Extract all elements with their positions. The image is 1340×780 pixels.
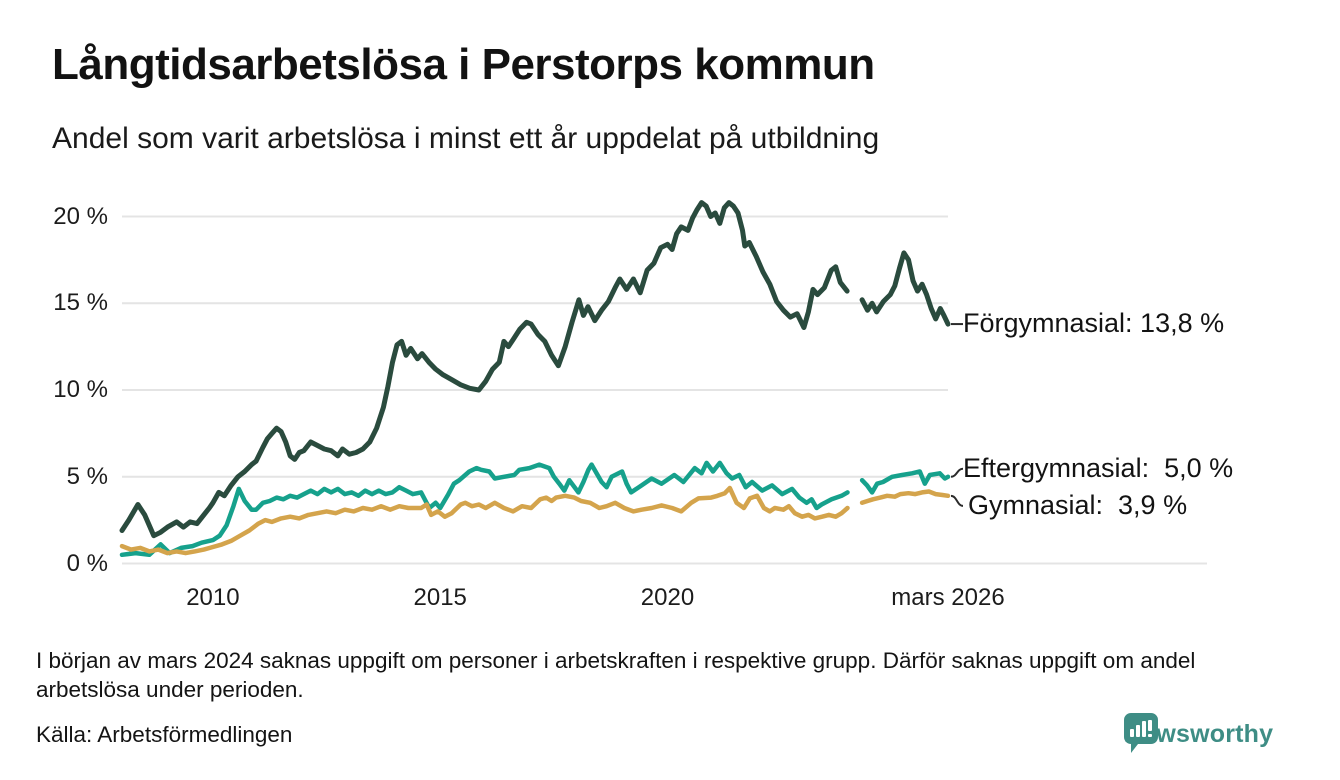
annotation-connector-gymnasial bbox=[950, 494, 964, 507]
source-text: Källa: Arbetsförmedlingen bbox=[36, 722, 293, 747]
x-axis-label-2015: 2015 bbox=[413, 584, 467, 611]
page-title: Långtidsarbetslösa i Perstorps kommun bbox=[52, 40, 875, 89]
annotation-connector-eftergymnasial bbox=[950, 467, 964, 478]
x-axis-label-mars-2026: mars 2026 bbox=[891, 584, 1005, 611]
x-axis-label-2020: 2020 bbox=[640, 584, 695, 611]
series-end-label-eftergymnasial: Eftergymnasial: 5,0 % bbox=[963, 452, 1234, 483]
y-axis-label-10: 10 % bbox=[53, 376, 108, 403]
x-axis-label-2010: 2010 bbox=[186, 584, 240, 611]
series-line-gymnasial bbox=[119, 485, 951, 556]
y-axis-label-0: 0 % bbox=[66, 549, 108, 577]
newsworthy-bubble-chart-icon bbox=[1124, 713, 1158, 753]
series-end-label-gymnasial: Gymnasial: 3,9 % bbox=[968, 489, 1188, 520]
y-axis-label-5: 5 % bbox=[66, 462, 108, 490]
series-line-forgymnasial bbox=[119, 200, 951, 539]
series-line-eftergymnasial bbox=[119, 460, 951, 558]
footnote-text: I början av mars 2024 saknas uppgift om … bbox=[36, 648, 1196, 702]
y-axis-label-20: 20 % bbox=[53, 202, 108, 230]
chart-subtitle: Andel som varit arbetslösa i minst ett å… bbox=[52, 122, 880, 155]
y-axis-label-15: 15 % bbox=[53, 289, 108, 317]
newsworthy-logo: Newsworthy bbox=[1124, 713, 1273, 755]
series-end-label-forgymnasial: Förgymnasial: 13,8 % bbox=[963, 308, 1225, 339]
